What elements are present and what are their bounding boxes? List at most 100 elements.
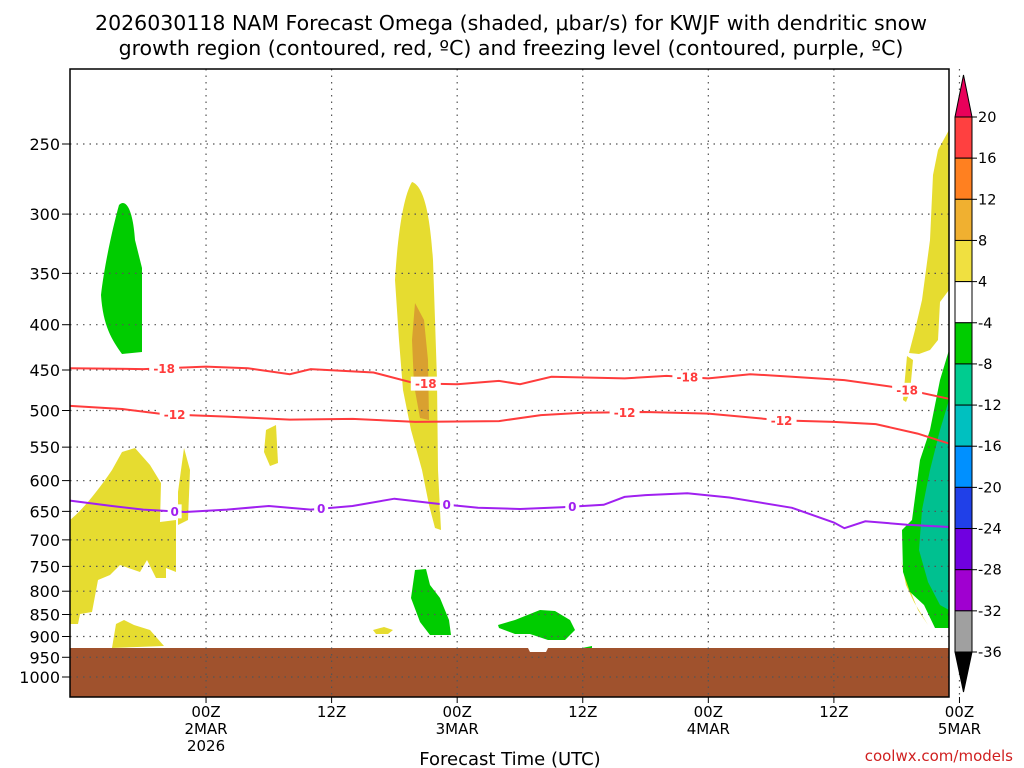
colorbar-segment	[954, 363, 973, 406]
contour-label-bg	[167, 504, 182, 519]
colorbar-label: -20	[978, 480, 1002, 496]
chart-title-line2: growth region (contoured, red, ºC) and f…	[119, 36, 904, 60]
contour-label: 0	[568, 500, 576, 514]
x-tick-label: 5MAR	[938, 720, 981, 738]
credit-text: coolwx.com/models	[865, 747, 1013, 765]
omega-field-teal-right	[919, 400, 949, 610]
y-tick-label: 450	[29, 361, 60, 380]
x-tick-label: 2026	[187, 737, 225, 755]
contour-minus12	[69, 404, 950, 445]
x-tick-label: 00Z	[694, 703, 723, 721]
colorbar-segment	[954, 116, 973, 159]
contour-label-bg	[609, 405, 640, 420]
contour-label-bg	[565, 499, 580, 514]
omega-field-orange-core	[412, 303, 429, 420]
x-tick-label: 2MAR	[184, 720, 227, 738]
colorbar-segment	[954, 281, 973, 324]
chart-title-line1: 2026030118 NAM Forecast Omega (shaded, μ…	[95, 11, 927, 35]
contour-lines: -18 -18 -18 -18 -12 -12 -12 0 0 0 0	[69, 361, 950, 530]
omega-field-yellow-lowerleft	[70, 448, 176, 624]
y-tick-label: 250	[29, 135, 60, 154]
colorbar-label: -8	[978, 357, 992, 373]
omega-field-yellow-small	[264, 425, 278, 466]
contour-label: 0	[443, 498, 451, 512]
colorbar-label: -24	[978, 522, 1002, 538]
contour-label: -12	[614, 406, 636, 420]
omega-field-green-lowcenter	[411, 569, 451, 635]
colorbar-label: 4	[978, 275, 987, 291]
colorbar: 20 16 12 8 4 -4 -8 -12 -16 -20 -24 -28 -32 -36	[954, 74, 1002, 693]
contour-label: 0	[317, 502, 325, 516]
colorbar-label: 8	[978, 233, 987, 249]
contour-label-bg	[314, 501, 329, 516]
colorbar-label: 12	[978, 192, 996, 208]
colorbar-label: 16	[978, 151, 996, 167]
colorbar-segment	[954, 404, 973, 447]
colorbar-segment	[954, 322, 973, 365]
contour-label-bg	[892, 382, 923, 397]
colorbar-segment	[954, 198, 973, 241]
y-axis: 250 300 350 400 450 500 550 600 650 700 750 800 850 9…	[19, 135, 70, 687]
colorbar-top-arrow	[954, 74, 973, 118]
contour-0	[69, 492, 950, 530]
contour-label: -12	[164, 408, 186, 422]
y-tick-label: 300	[29, 205, 60, 224]
x-axis-label: Forecast Time (UTC)	[419, 749, 600, 768]
y-tick-label: 700	[29, 531, 60, 550]
colorbar-segment	[954, 569, 973, 612]
contour-label: -12	[771, 414, 793, 428]
colorbar-label: -36	[978, 645, 1002, 661]
contour-label: -18	[896, 383, 918, 397]
y-tick-label: 400	[29, 316, 60, 335]
x-tick-label: 12Z	[819, 703, 848, 721]
colorbar-label: 20	[978, 110, 996, 126]
contour-label: -18	[153, 362, 175, 376]
contour-minus18	[69, 365, 950, 400]
colorbar-segment	[954, 610, 973, 653]
y-tick-label: 650	[29, 502, 60, 521]
x-tick-label: 00Z	[191, 703, 220, 721]
y-tick-label: 950	[29, 648, 60, 667]
x-tick-label: 12Z	[568, 703, 597, 721]
y-tick-label: 750	[29, 557, 60, 576]
contour-label: 0	[170, 505, 178, 519]
colorbar-segment	[954, 445, 973, 488]
colorbar-label: -16	[978, 439, 1002, 455]
contour-label-bg	[672, 370, 703, 385]
omega-field-yellow-dot	[373, 627, 393, 634]
x-tick-label: 12Z	[317, 703, 346, 721]
x-tick-label: 00Z	[945, 703, 974, 721]
plot-frame	[69, 68, 950, 698]
omega-shading	[70, 130, 949, 697]
contour-label-bg	[159, 407, 190, 422]
omega-field-green-upper	[101, 203, 142, 354]
plot-area: -18 -18 -18 -18 -12 -12 -12 0 0 0 0	[69, 68, 961, 698]
ground-notch	[528, 648, 548, 652]
colorbar-label: -28	[978, 563, 1002, 579]
x-tick-label: 3MAR	[436, 720, 479, 738]
colorbar-bottom-arrow	[954, 651, 973, 693]
terrain-below-ground	[70, 648, 949, 697]
x-tick-label: 4MAR	[687, 720, 730, 738]
x-tick-label: 00Z	[442, 703, 471, 721]
y-tick-label: 500	[29, 402, 60, 421]
omega-field-yellow-lowblob	[112, 620, 164, 648]
y-tick-label: 600	[29, 472, 60, 491]
y-tick-label: 850	[29, 606, 60, 625]
colorbar-label: -12	[978, 398, 1002, 414]
colorbar-segment	[954, 486, 973, 530]
contour-label: -18	[415, 377, 437, 391]
y-tick-label: 550	[29, 438, 60, 457]
y-tick-label: 350	[29, 264, 60, 283]
y-tick-label: 1000	[19, 668, 60, 687]
colorbar-segment	[954, 528, 973, 571]
colorbar-segment	[954, 157, 973, 200]
colorbar-label: -4	[978, 316, 992, 332]
y-tick-label: 900	[29, 627, 60, 646]
colorbar-label: -32	[978, 604, 1002, 620]
y-tick-label: 800	[29, 582, 60, 601]
contour-label-bg	[766, 413, 797, 428]
contour-label: -18	[677, 371, 699, 385]
